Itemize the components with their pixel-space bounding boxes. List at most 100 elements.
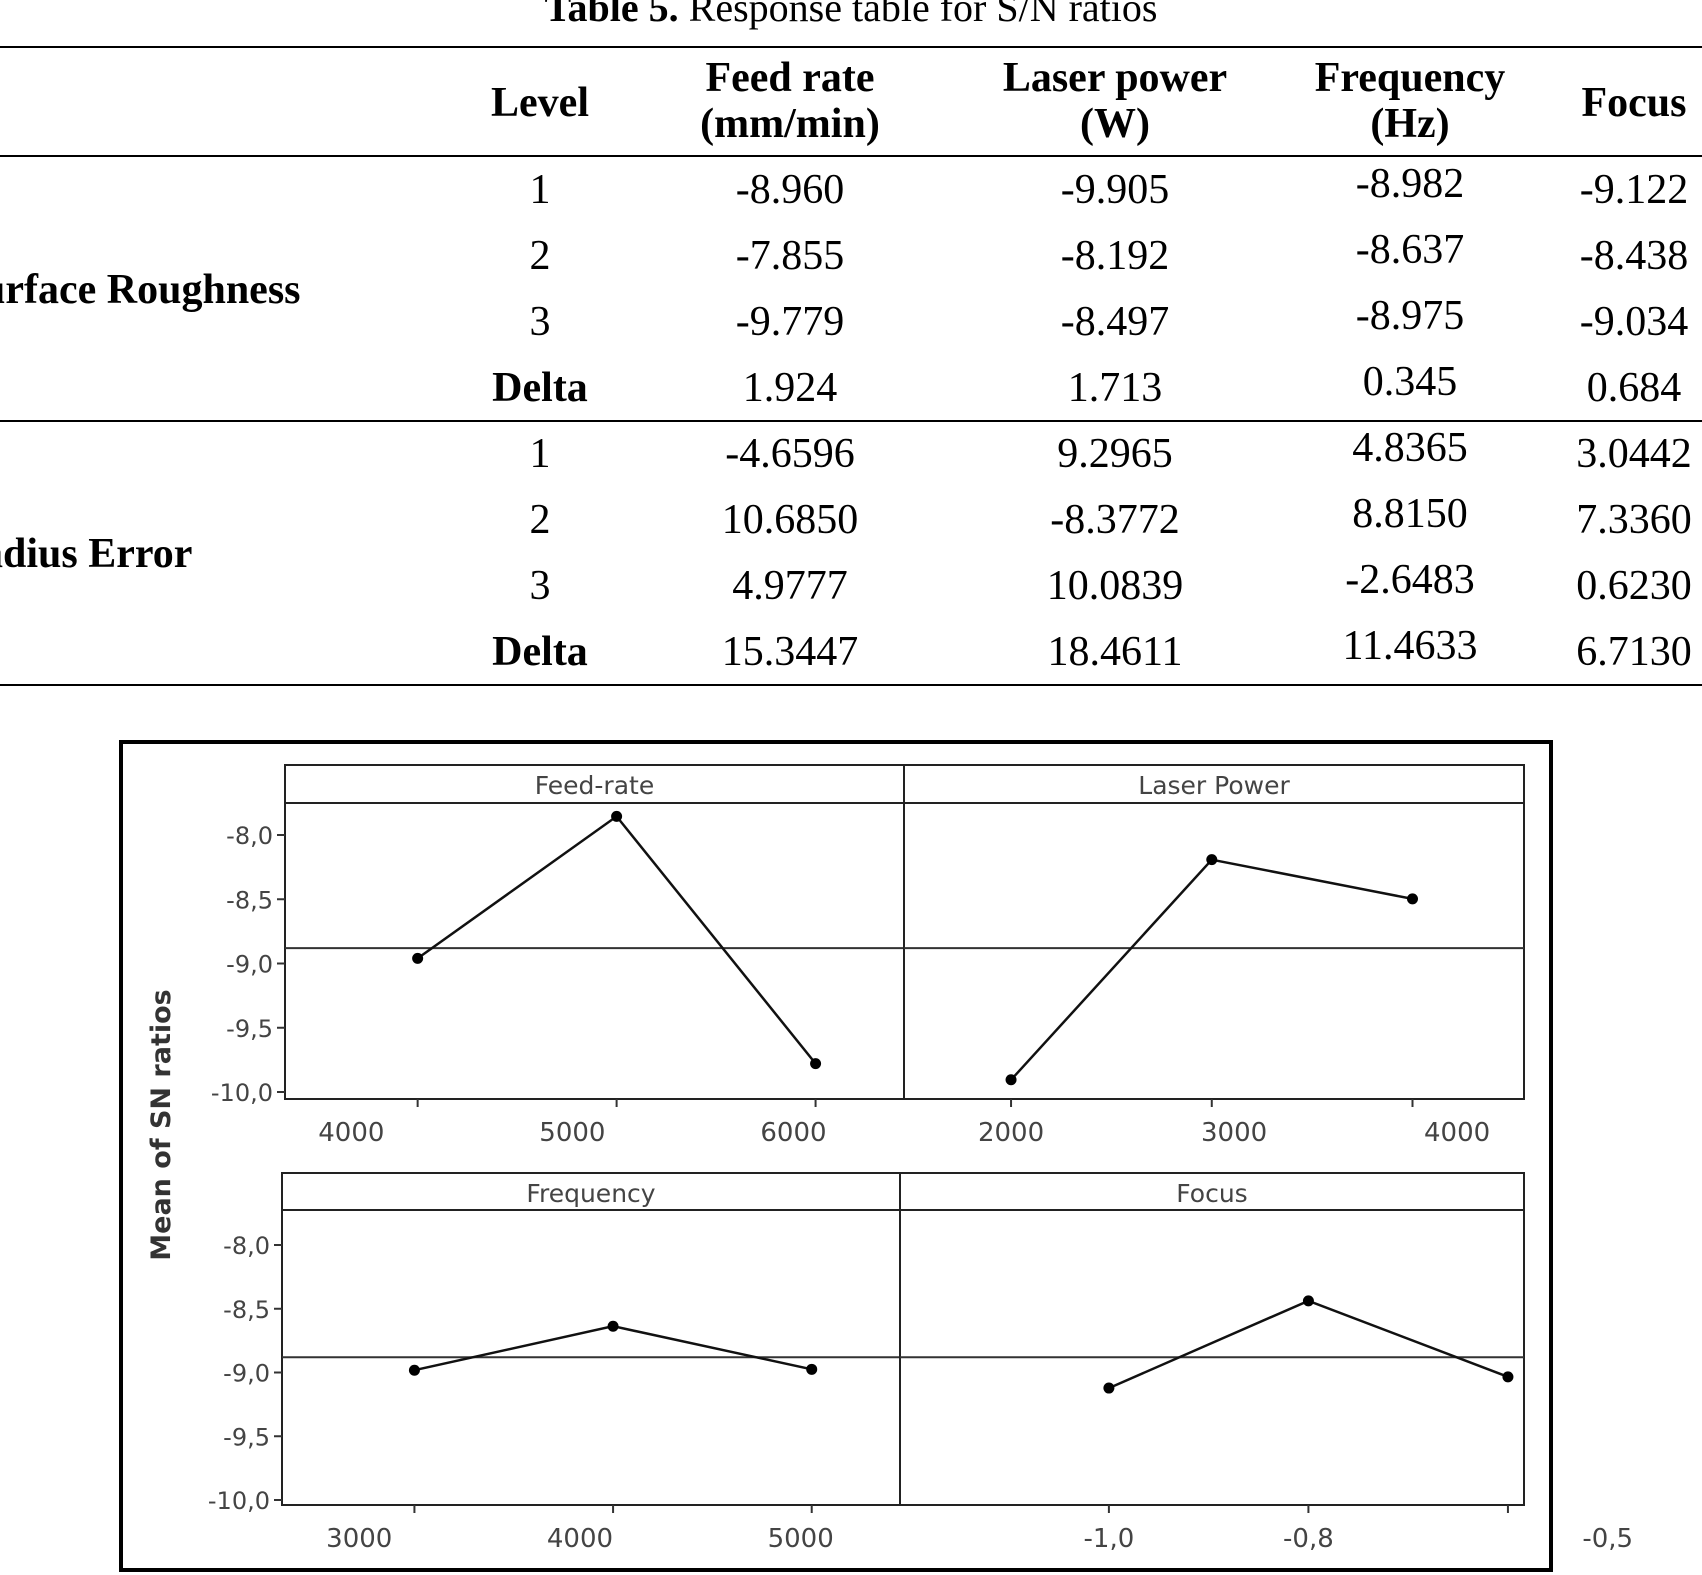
plot-panels: Feed-rate -8,0 -8,5 -9,0 -9,5 -10,0 4000 5000 60…: [208, 764, 1633, 1554]
cell-frequency: 4.8365: [1352, 425, 1468, 471]
x-tick-label: 4000: [318, 1118, 384, 1148]
x-tick-label: 2000: [978, 1118, 1044, 1148]
cell-level: 2: [529, 497, 551, 543]
y-tick-label: -9,0: [226, 951, 273, 979]
data-point: [1502, 1371, 1514, 1383]
data-point: [1005, 1074, 1017, 1086]
cell-focus: 6.7130: [1576, 629, 1692, 675]
header-laser-power-line2: (W): [1080, 101, 1150, 147]
x-tick-label: 3000: [326, 1524, 392, 1554]
panel-title: Frequency: [526, 1179, 655, 1208]
panel-frame: [903, 764, 1525, 1100]
cell-focus: -9.122: [1579, 167, 1689, 213]
cell-level: 3: [529, 563, 551, 609]
cell-focus: -8.438: [1579, 233, 1689, 279]
cell-laser-power: -8.3772: [1050, 497, 1180, 543]
data-point: [611, 810, 623, 822]
x-tick-label: 3000: [1201, 1118, 1267, 1148]
panel-frame: [899, 1172, 1525, 1506]
x-tick-label: -0,5: [1582, 1524, 1633, 1554]
cell-feed-rate: -8.960: [735, 167, 845, 213]
cell-level: 3: [529, 299, 551, 345]
cell-focus: 0.6230: [1576, 563, 1692, 609]
data-point: [806, 1363, 818, 1375]
cell-feed-rate: 4.9777: [732, 563, 848, 609]
panel-title: Focus: [1176, 1179, 1247, 1208]
x-tick-label: 6000: [760, 1118, 826, 1148]
cell-laser-power: 1.713: [1067, 365, 1163, 411]
y-tick-label: -9,5: [226, 1015, 273, 1043]
cell-feed-rate: 15.3447: [721, 629, 859, 675]
cell-frequency: 0.345: [1362, 359, 1458, 405]
table-group-rule: [0, 420, 1702, 422]
cell-frequency: -2.6483: [1345, 557, 1475, 603]
cell-laser-power: -8.192: [1060, 233, 1170, 279]
table-header-rule: [0, 155, 1702, 157]
y-tick-label: -10,0: [211, 1079, 273, 1107]
cell-level: Delta: [492, 629, 588, 675]
header-level: Level: [491, 80, 589, 126]
header-feed-rate-line1: Feed rate: [705, 55, 875, 101]
cell-frequency: -8.982: [1355, 161, 1465, 207]
cell-laser-power: 9.2965: [1057, 431, 1173, 477]
cell-focus: 0.684: [1586, 365, 1682, 411]
cell-level: Delta: [492, 365, 588, 411]
header-frequency: Frequency (Hz): [1270, 55, 1550, 147]
cell-laser-power: -9.905: [1060, 167, 1170, 213]
data-point: [1103, 1382, 1115, 1394]
data-point: [1206, 854, 1218, 866]
cell-level: 1: [529, 167, 551, 213]
cell-laser-power: 18.4611: [1047, 629, 1183, 675]
group-label-radius-error: adius Error: [0, 531, 193, 577]
table-top-rule: [0, 46, 1702, 48]
group-label-surface-roughness: urface Roughness: [0, 267, 301, 313]
x-tick-label: 5000: [768, 1524, 834, 1554]
cell-frequency: 11.4633: [1342, 623, 1478, 669]
x-tick-label: -0,8: [1283, 1524, 1334, 1554]
cell-feed-rate: -7.855: [735, 233, 845, 279]
y-axis-label: Mean of SN ratios: [146, 989, 177, 1260]
header-focus: Focus: [1581, 80, 1687, 126]
cell-feed-rate: 1.924: [742, 365, 838, 411]
table-caption-text: Response table for S/N ratios: [678, 0, 1158, 30]
panel-title: Laser Power: [1138, 771, 1290, 800]
y-tick-label: -8,5: [223, 1296, 270, 1324]
header-frequency-line2: (Hz): [1370, 101, 1450, 147]
cell-frequency: -8.637: [1355, 227, 1465, 273]
x-tick-label: -1,0: [1084, 1524, 1135, 1554]
data-point: [607, 1320, 619, 1332]
x-tick-label: 5000: [539, 1118, 605, 1148]
y-tick-label: -8,0: [223, 1232, 270, 1260]
cell-frequency: 8.8150: [1352, 491, 1468, 537]
table-label: Table 5.: [544, 0, 679, 30]
data-point: [408, 1364, 420, 1376]
x-tick-label: 4000: [1424, 1118, 1490, 1148]
cell-focus: -9.034: [1579, 299, 1689, 345]
cell-focus: 3.0442: [1576, 431, 1692, 477]
cell-feed-rate: 10.6850: [721, 497, 859, 543]
y-tick-label: -9,0: [223, 1360, 270, 1388]
cell-level: 2: [529, 233, 551, 279]
cell-level: 1: [529, 431, 551, 477]
cell-frequency: -8.975: [1355, 293, 1465, 339]
x-tick-label: 4000: [547, 1524, 613, 1554]
y-tick-label: -9,5: [223, 1423, 270, 1451]
table-bottom-rule: [0, 684, 1702, 686]
cell-focus: 7.3360: [1576, 497, 1692, 543]
y-tick-label: -10,0: [208, 1487, 270, 1515]
y-tick-label: -8,5: [226, 886, 273, 914]
cell-feed-rate: -4.6596: [725, 431, 855, 477]
cell-feed-rate: -9.779: [735, 299, 845, 345]
header-laser-power-line1: Laser power: [1002, 55, 1228, 101]
header-frequency-line1: Frequency: [1314, 55, 1506, 101]
data-point: [412, 952, 424, 964]
plot-frame: [119, 740, 1553, 1572]
cell-laser-power: -8.497: [1060, 299, 1170, 345]
table-caption: Table 5. Response table for S/N ratios: [0, 0, 1702, 30]
panel-title: Feed-rate: [535, 771, 654, 800]
header-feed-rate: Feed rate (mm/min): [640, 55, 940, 147]
header-laser-power: Laser power (W): [960, 55, 1270, 147]
cell-laser-power: 10.0839: [1046, 563, 1184, 609]
header-feed-rate-line2: (mm/min): [700, 101, 880, 147]
